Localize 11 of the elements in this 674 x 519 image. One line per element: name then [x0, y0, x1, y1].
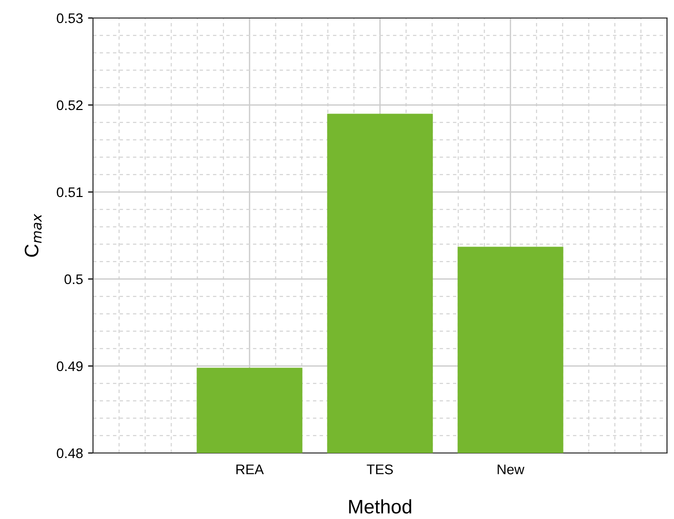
x-tick-label: TES: [366, 464, 393, 474]
x-tick-label: REA: [236, 464, 264, 474]
y-tick-label: 0.53: [56, 13, 83, 24]
x-tick-label: New: [498, 464, 524, 474]
y-tick-label: 0.48: [56, 448, 83, 458]
y-tick-label: 0.5: [64, 274, 83, 284]
y-tick-label: 0.49: [56, 361, 83, 372]
y-axis-title: C$_{max}$: [24, 214, 42, 257]
x-axis-title: Method: [349, 499, 412, 514]
y-tick-label: 0.51: [56, 187, 83, 198]
y-tick-label: 0.52: [56, 100, 83, 110]
